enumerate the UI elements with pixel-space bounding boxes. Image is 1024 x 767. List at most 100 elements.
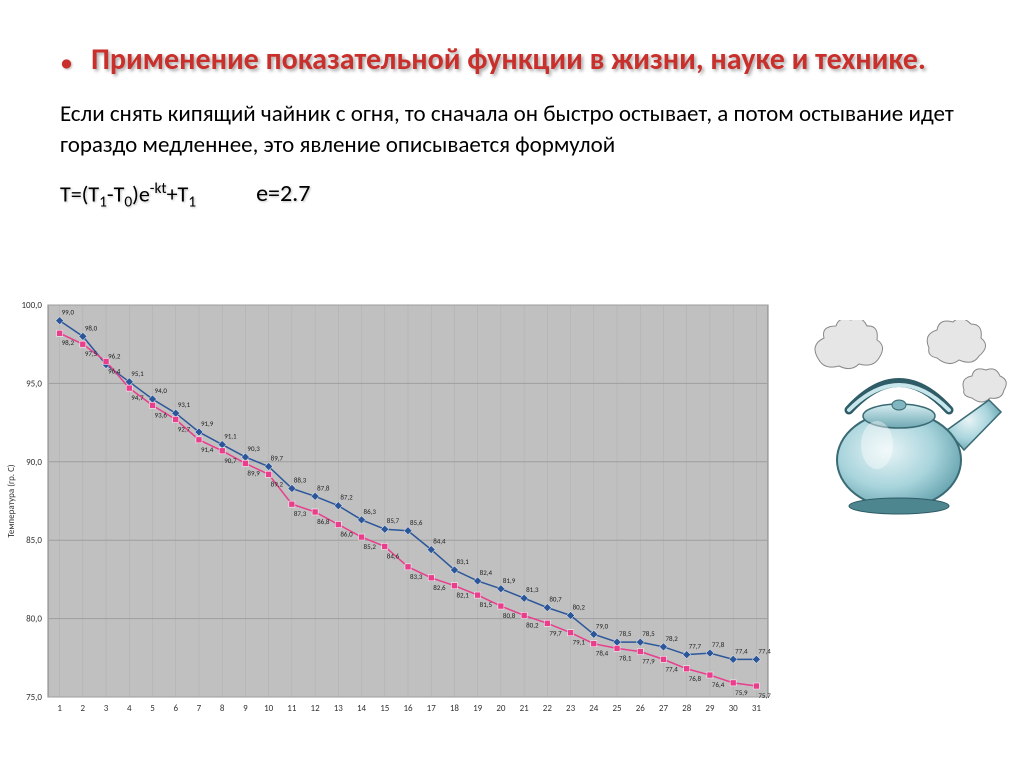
svg-text:18: 18 bbox=[450, 703, 460, 714]
svg-text:96,2: 96,2 bbox=[108, 352, 121, 361]
svg-text:29: 29 bbox=[705, 703, 715, 714]
formula: T=(T1-T0)e-kt+T1 bbox=[60, 179, 196, 212]
svg-text:93,1: 93,1 bbox=[178, 400, 191, 409]
svg-text:89,7: 89,7 bbox=[271, 454, 284, 463]
svg-text:9: 9 bbox=[243, 703, 248, 714]
svg-text:14: 14 bbox=[357, 703, 367, 714]
svg-text:98,2: 98,2 bbox=[62, 338, 75, 347]
svg-text:1: 1 bbox=[57, 703, 62, 714]
svg-text:97,5: 97,5 bbox=[85, 349, 98, 358]
svg-text:22: 22 bbox=[543, 703, 553, 714]
svg-text:26: 26 bbox=[636, 703, 646, 714]
svg-text:89,9: 89,9 bbox=[247, 468, 260, 477]
svg-text:78,2: 78,2 bbox=[665, 634, 678, 643]
svg-text:90,7: 90,7 bbox=[224, 456, 237, 465]
svg-text:77,4: 77,4 bbox=[758, 646, 771, 655]
svg-text:86,8: 86,8 bbox=[317, 517, 330, 526]
svg-text:12: 12 bbox=[311, 703, 321, 714]
svg-text:90,0: 90,0 bbox=[26, 457, 42, 468]
svg-text:84,4: 84,4 bbox=[433, 537, 446, 546]
svg-text:25: 25 bbox=[612, 703, 622, 714]
svg-text:3: 3 bbox=[104, 703, 109, 714]
svg-text:91,1: 91,1 bbox=[224, 432, 237, 441]
svg-text:87,3: 87,3 bbox=[294, 509, 307, 518]
svg-text:84,6: 84,6 bbox=[387, 551, 400, 560]
svg-text:16: 16 bbox=[403, 703, 413, 714]
svg-text:24: 24 bbox=[589, 703, 599, 714]
svg-text:85,0: 85,0 bbox=[26, 535, 42, 546]
svg-text:83,3: 83,3 bbox=[410, 572, 423, 581]
svg-text:28: 28 bbox=[682, 703, 692, 714]
svg-text:80,2: 80,2 bbox=[526, 620, 539, 629]
svg-text:75,0: 75,0 bbox=[26, 692, 42, 703]
title-block: • Применение показательной функции в жиз… bbox=[60, 40, 964, 79]
e-constant: e=2.7 bbox=[256, 179, 310, 208]
svg-text:23: 23 bbox=[566, 703, 576, 714]
svg-text:30: 30 bbox=[729, 703, 739, 714]
svg-text:78,5: 78,5 bbox=[642, 629, 655, 638]
svg-text:2: 2 bbox=[81, 703, 86, 714]
svg-text:75,9: 75,9 bbox=[735, 688, 748, 697]
svg-text:100,0: 100,0 bbox=[22, 300, 43, 311]
svg-text:90,3: 90,3 bbox=[247, 444, 260, 453]
svg-text:79,0: 79,0 bbox=[596, 621, 609, 630]
svg-text:19: 19 bbox=[473, 703, 483, 714]
svg-text:76,4: 76,4 bbox=[712, 680, 725, 689]
svg-text:82,6: 82,6 bbox=[433, 583, 446, 592]
slide-title: Применение показательной функции в жизни… bbox=[91, 40, 926, 79]
svg-text:78,5: 78,5 bbox=[619, 629, 632, 638]
svg-text:20: 20 bbox=[496, 703, 506, 714]
svg-text:78,4: 78,4 bbox=[596, 649, 609, 658]
svg-text:81,9: 81,9 bbox=[503, 576, 516, 585]
svg-text:10: 10 bbox=[264, 703, 274, 714]
svg-text:89,2: 89,2 bbox=[271, 479, 284, 488]
svg-text:86,0: 86,0 bbox=[340, 530, 353, 539]
svg-text:15: 15 bbox=[380, 703, 390, 714]
svg-text:87,8: 87,8 bbox=[317, 483, 330, 492]
svg-text:83,1: 83,1 bbox=[456, 557, 469, 566]
svg-text:95,1: 95,1 bbox=[131, 369, 144, 378]
svg-text:94,0: 94,0 bbox=[155, 386, 168, 395]
svg-text:4: 4 bbox=[127, 703, 132, 714]
svg-text:7: 7 bbox=[197, 703, 202, 714]
svg-text:80,0: 80,0 bbox=[26, 614, 42, 625]
svg-text:75,7: 75,7 bbox=[758, 691, 771, 700]
svg-text:80,7: 80,7 bbox=[549, 595, 562, 604]
bullet-icon: • bbox=[60, 46, 73, 78]
svg-text:94,7: 94,7 bbox=[131, 393, 144, 402]
svg-text:79,1: 79,1 bbox=[573, 638, 586, 647]
svg-text:82,1: 82,1 bbox=[456, 591, 469, 600]
svg-text:86,3: 86,3 bbox=[364, 507, 377, 516]
svg-text:76,8: 76,8 bbox=[689, 674, 702, 683]
svg-text:11: 11 bbox=[287, 703, 297, 714]
formula-row: T=(T1-T0)e-kt+T1 e=2.7 bbox=[60, 179, 964, 212]
svg-text:17: 17 bbox=[427, 703, 437, 714]
svg-text:78,1: 78,1 bbox=[619, 653, 632, 662]
svg-text:98,0: 98,0 bbox=[85, 323, 98, 332]
cooling-chart: 75,080,085,090,095,0100,0Температура (гр… bbox=[0, 295, 780, 725]
svg-text:82,4: 82,4 bbox=[480, 568, 493, 577]
svg-text:13: 13 bbox=[334, 703, 344, 714]
svg-text:91,4: 91,4 bbox=[201, 445, 214, 454]
svg-text:5: 5 bbox=[150, 703, 155, 714]
svg-text:85,6: 85,6 bbox=[410, 518, 423, 527]
svg-text:81,3: 81,3 bbox=[526, 585, 539, 594]
svg-text:77,7: 77,7 bbox=[689, 642, 702, 651]
svg-text:31: 31 bbox=[752, 703, 762, 714]
svg-text:77,4: 77,4 bbox=[665, 664, 678, 673]
svg-text:85,7: 85,7 bbox=[387, 516, 400, 525]
svg-text:95,0: 95,0 bbox=[26, 378, 42, 389]
svg-text:77,4: 77,4 bbox=[735, 646, 748, 655]
kettle-illustration bbox=[789, 320, 1009, 520]
svg-text:8: 8 bbox=[220, 703, 225, 714]
svg-text:99,0: 99,0 bbox=[62, 308, 75, 317]
svg-text:88,3: 88,3 bbox=[294, 475, 307, 484]
body-text: Если снять кипящий чайник с огня, то сна… bbox=[60, 99, 964, 161]
svg-text:21: 21 bbox=[520, 703, 530, 714]
svg-text:92,7: 92,7 bbox=[178, 424, 191, 433]
svg-text:85,2: 85,2 bbox=[364, 542, 377, 551]
svg-text:27: 27 bbox=[659, 703, 669, 714]
svg-text:79,7: 79,7 bbox=[549, 628, 562, 637]
svg-text:77,8: 77,8 bbox=[712, 640, 725, 649]
svg-text:81,5: 81,5 bbox=[480, 600, 493, 609]
